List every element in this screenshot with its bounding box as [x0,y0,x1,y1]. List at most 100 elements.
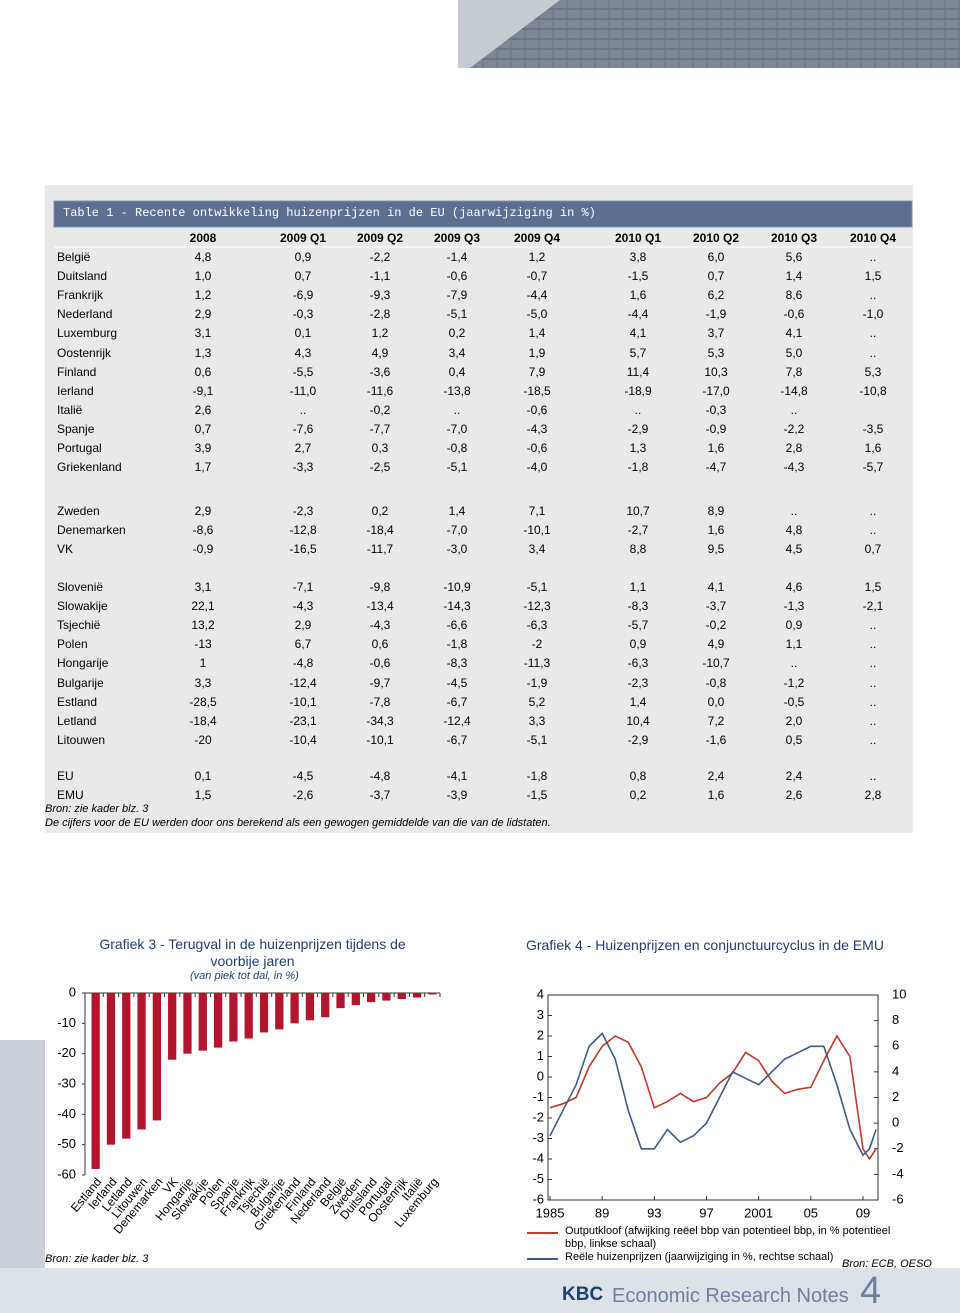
cell: 4,1 [629,326,647,341]
x-tick-label: 2001 [744,1205,773,1220]
column-header: 2009 Q1 [279,231,327,245]
cell: 1,6 [707,523,725,538]
cell: -1,9 [526,675,548,690]
x-tick-label: 05 [804,1205,818,1220]
cell: -4,7 [705,460,727,475]
cell: -16,5 [289,542,317,557]
cell: .. [869,250,877,264]
y2-tick-label: -4 [892,1166,904,1181]
cell: -23,1 [289,713,317,728]
cell: -7,7 [369,421,391,436]
cell: .. [453,402,461,417]
cell: -0,2 [369,402,391,417]
cell: -2,6 [292,788,314,803]
cell: -10,9 [443,580,471,594]
cell: 2,4 [707,769,725,783]
chart-source: Bron: zie kader blz. 3 [45,1253,149,1265]
cell: -0,5 [783,694,805,709]
cell: 7,2 [707,713,725,728]
row-label: Frankrijk [57,288,104,303]
cell: -5,5 [292,364,314,379]
cell: 1,4 [629,694,647,709]
row-label: Letland [57,713,97,728]
cell: .. [869,504,877,518]
cell: 0,1 [194,769,212,783]
cell: -2,2 [369,250,391,264]
cell: -13,8 [443,383,471,398]
x-tick-label: 93 [647,1205,661,1220]
cell: -13 [194,637,212,652]
y-tick-label: -3 [532,1130,544,1145]
cell: -5,1 [526,580,548,594]
cell: 0,7 [294,269,312,284]
cell: -7,0 [446,421,468,436]
cell: -28,5 [189,694,217,709]
cell: 4,1 [785,326,803,341]
cell: -4,4 [526,288,548,303]
cell: 8,6 [785,288,803,303]
cell: -34,3 [366,713,394,728]
cell: .. [869,618,877,633]
cell: 4,5 [785,542,803,557]
cell: 1,6 [707,441,725,455]
cell: -2,1 [862,599,884,614]
row-label: EMU [57,788,84,803]
bar [305,993,315,1021]
cell: 1,2 [194,288,212,303]
cell: -10,8 [859,383,887,398]
cell: 1,3 [629,441,647,455]
y-tick-label: 2 [537,1027,544,1042]
cell: 4,3 [294,345,312,360]
cell: 1,6 [629,288,647,303]
cell: -14,3 [443,599,471,614]
cell: 10,3 [704,364,728,379]
cell: -2,8 [369,307,391,322]
cell: -6,7 [446,732,468,747]
y-tick-label: -10 [57,1015,76,1030]
cell: 0,9 [629,637,647,652]
cell: -1,2 [783,675,805,690]
cell: -12,4 [443,713,471,728]
line [549,1032,877,1157]
column-header: 2010 Q4 [849,231,897,245]
cell: -3,7 [705,599,727,614]
cell: -11,0 [289,383,317,398]
legend-label: Reële huizenprijzen (jaarwijziging in %,… [565,1251,834,1263]
row-label: Griekenland [57,460,122,475]
bar [122,993,131,1139]
row-label: VK [57,542,74,557]
cell: -10,1 [366,732,394,747]
cell: .. [869,326,877,341]
cell: -3,7 [369,788,391,803]
cell: -13,4 [366,599,394,614]
cell: .. [299,402,307,417]
cell: -4,3 [292,599,314,614]
cell: 0,9 [785,618,803,633]
y-tick-label: -50 [57,1136,76,1151]
cell: .. [869,732,877,747]
cell: -5,1 [526,732,548,747]
cell: .. [869,694,877,709]
y-tick-label: -6 [532,1191,544,1206]
y2-tick-label: 0 [892,1115,899,1130]
cell: .. [790,504,798,518]
cell: -11,3 [523,656,551,671]
cell: -0,8 [705,675,727,690]
cell: .. [869,656,877,671]
bar [321,993,330,1018]
y-tick-label: 0 [537,1068,544,1083]
y-tick-label: -1 [532,1089,544,1104]
cell: 10,7 [626,504,650,518]
bar [336,993,345,1009]
cell: 2,9 [194,307,212,322]
x-tick-label: 1985 [536,1205,565,1220]
table-title-bar [53,200,913,228]
cell: 0,0 [707,694,725,709]
cell: -0,3 [705,402,727,417]
cell: -0,6 [526,402,548,417]
bar [198,993,207,1051]
column-header: 2009 Q2 [356,231,404,245]
cell: 8,9 [707,504,725,518]
column-header: 2009 Q4 [513,231,561,245]
cell: 7,1 [528,504,546,518]
